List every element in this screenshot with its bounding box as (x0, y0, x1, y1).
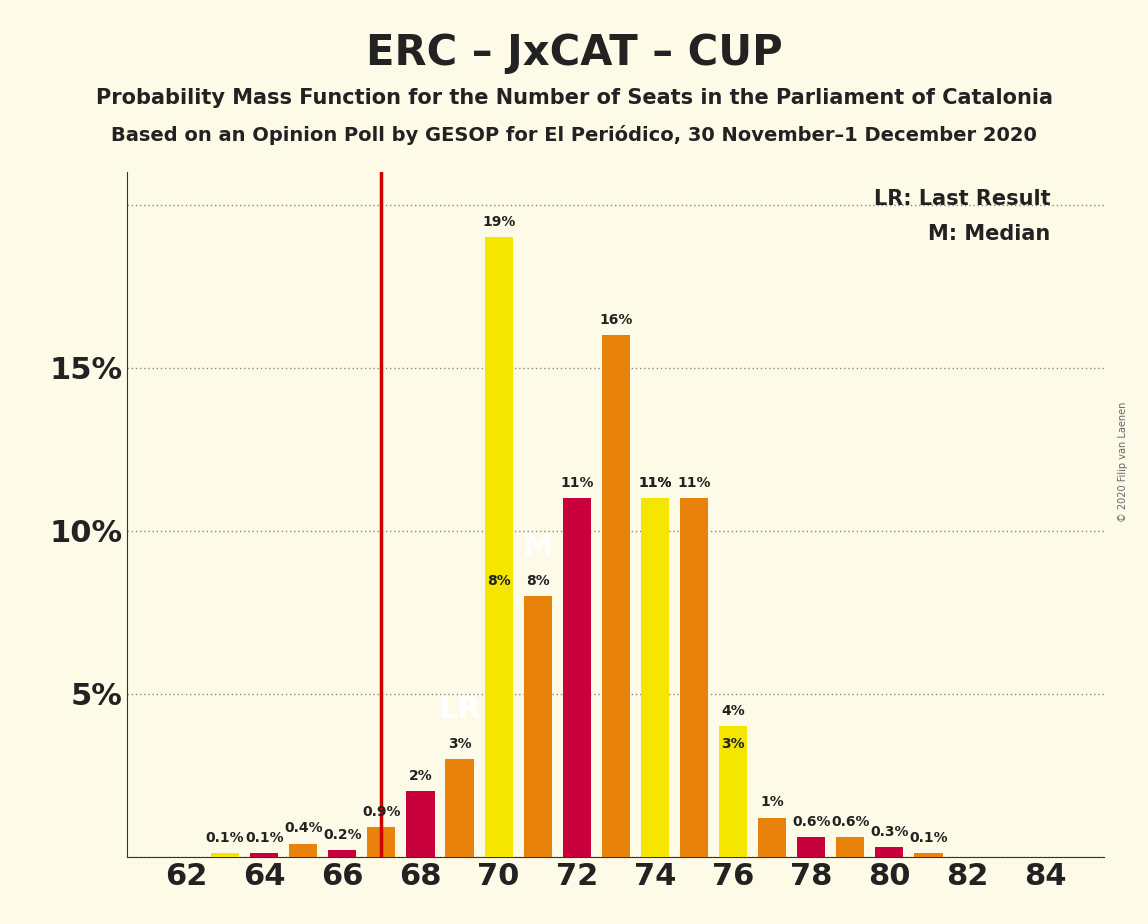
Text: Probability Mass Function for the Number of Seats in the Parliament of Catalonia: Probability Mass Function for the Number… (95, 88, 1053, 108)
Bar (602, 335, 630, 857)
Text: 16%: 16% (599, 313, 633, 327)
Bar (641, 498, 669, 857)
Text: 11%: 11% (677, 476, 711, 490)
Text: 11%: 11% (638, 476, 672, 490)
Text: M: M (522, 532, 553, 562)
Bar (250, 854, 278, 857)
Bar (641, 498, 669, 857)
Text: 0.1%: 0.1% (245, 832, 284, 845)
Text: 4%: 4% (721, 704, 745, 718)
Text: 3%: 3% (721, 736, 745, 750)
Text: 0.3%: 0.3% (870, 825, 908, 839)
Text: 0.4%: 0.4% (284, 821, 323, 835)
Text: 8%: 8% (487, 574, 511, 588)
Text: 19%: 19% (482, 215, 515, 229)
Bar (836, 837, 864, 857)
Text: 0.1%: 0.1% (205, 832, 245, 845)
Bar (328, 850, 356, 857)
Bar (875, 847, 903, 857)
Bar (484, 237, 513, 857)
Bar (758, 818, 786, 857)
Bar (915, 854, 943, 857)
Text: LR: LR (439, 696, 481, 724)
Bar (211, 854, 239, 857)
Bar (719, 726, 747, 857)
Text: 0.6%: 0.6% (792, 815, 830, 829)
Text: 11%: 11% (638, 476, 672, 490)
Text: ERC – JxCAT – CUP: ERC – JxCAT – CUP (365, 32, 783, 74)
Bar (445, 759, 474, 857)
Text: 0.9%: 0.9% (362, 805, 401, 820)
Bar (719, 759, 747, 857)
Bar (406, 792, 435, 857)
Text: 0.2%: 0.2% (323, 828, 362, 842)
Text: Based on an Opinion Poll by GESOP for El Periódico, 30 November–1 December 2020: Based on an Opinion Poll by GESOP for El… (111, 125, 1037, 145)
Bar (367, 827, 395, 857)
Text: 0.1%: 0.1% (909, 832, 948, 845)
Text: 2%: 2% (409, 770, 433, 784)
Bar (523, 596, 552, 857)
Bar (289, 844, 317, 857)
Text: M: Median: M: Median (929, 224, 1050, 244)
Bar (484, 596, 513, 857)
Bar (563, 498, 591, 857)
Text: 11%: 11% (560, 476, 594, 490)
Text: 0.6%: 0.6% (831, 815, 869, 829)
Text: LR: Last Result: LR: Last Result (874, 189, 1050, 210)
Text: 1%: 1% (760, 796, 784, 809)
Bar (680, 498, 708, 857)
Text: 8%: 8% (526, 574, 550, 588)
Text: © 2020 Filip van Laenen: © 2020 Filip van Laenen (1118, 402, 1127, 522)
Text: 3%: 3% (448, 736, 472, 750)
Bar (797, 837, 825, 857)
